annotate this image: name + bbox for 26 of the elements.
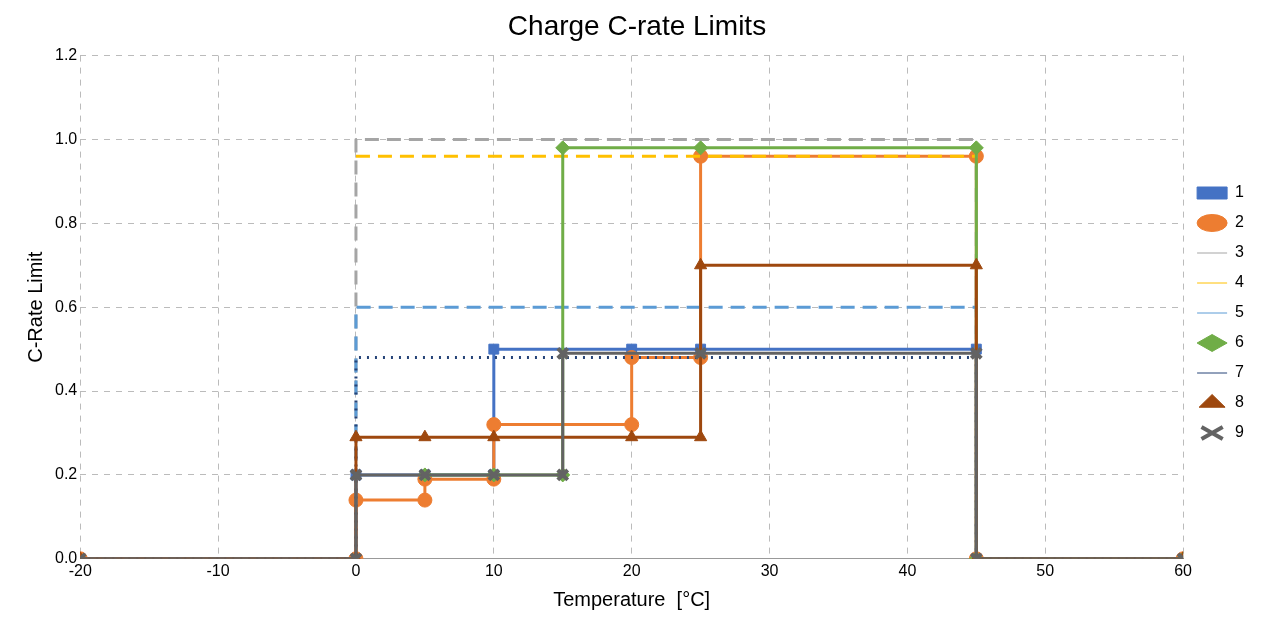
- legend-label: 4: [1235, 273, 1245, 291]
- x-tick-label: -10: [206, 561, 230, 579]
- x-tick-label: 10: [484, 561, 503, 579]
- legend-label: 2: [1235, 213, 1245, 231]
- x-tick-label: 30: [760, 561, 779, 579]
- y-tick-label: 1.2: [54, 46, 78, 64]
- y-tick-label: 0.8: [54, 213, 78, 231]
- chart-title: Charge C-rate Limits: [507, 9, 767, 41]
- legend-label: 6: [1235, 333, 1245, 351]
- legend-label: 9: [1235, 423, 1245, 441]
- legend-label: 3: [1235, 243, 1245, 261]
- y-tick-label: 0.4: [54, 381, 78, 399]
- legend-label: 5: [1235, 303, 1245, 321]
- legend-label: 7: [1235, 363, 1245, 381]
- y-tick-label: 0.6: [54, 297, 78, 315]
- x-tick-label: 60: [1174, 561, 1193, 579]
- y-tick-label: 0.2: [54, 465, 78, 483]
- x-tick-label: 40: [898, 561, 917, 579]
- x-tick-label: 20: [622, 561, 641, 579]
- x-tick-label: 50: [1036, 561, 1055, 579]
- y-tick-label: 1.0: [54, 129, 78, 147]
- y-axis-title: C-Rate Limit: [23, 251, 46, 363]
- legend-label: 1: [1235, 183, 1245, 201]
- x-tick-label: 0: [351, 561, 361, 579]
- legend-label: 8: [1235, 393, 1245, 411]
- x-axis-title: Temperature [°C]: [553, 587, 711, 610]
